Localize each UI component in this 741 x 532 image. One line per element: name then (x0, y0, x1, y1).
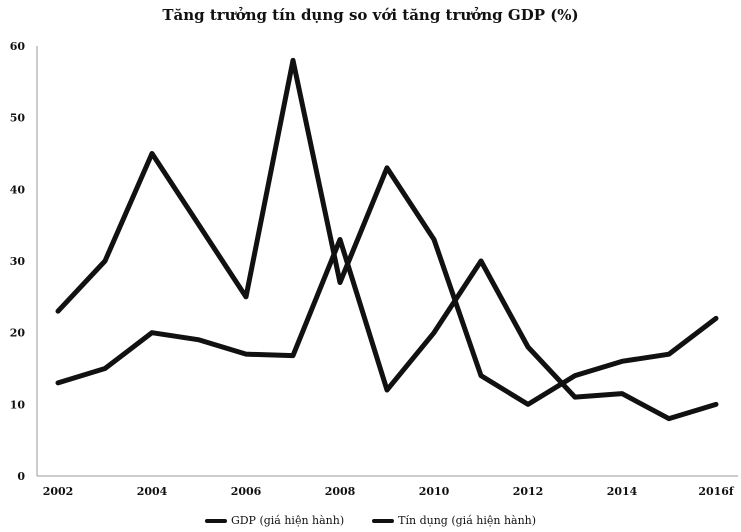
legend-swatch-credit (372, 518, 395, 523)
x-tick-label: 2012 (513, 485, 544, 498)
axes (36, 46, 738, 477)
y-tick-label: 0 (17, 470, 25, 483)
legend-item-credit: Tín dụng (giá hiện hành) (372, 514, 536, 527)
legend-swatch-gdp (204, 518, 227, 523)
chart-title: Tăng trưởng tín dụng so với tăng trưởng … (162, 6, 579, 24)
x-tick-label: 2006 (231, 485, 262, 498)
y-tick-label: 10 (10, 398, 26, 411)
series-line-credit (55, 57, 719, 407)
legend-label-gdp: GDP (giá hiện hành) (230, 514, 345, 527)
x-tick-label: 2014 (607, 485, 638, 498)
series-line-gdp (55, 237, 719, 422)
legend: GDP (giá hiện hành) Tín dụng (giá hiện h… (0, 514, 741, 527)
legend-label-credit: Tín dụng (giá hiện hành) (398, 514, 537, 527)
x-tick-label: 2010 (419, 485, 450, 498)
x-tick-label: 2008 (325, 485, 356, 498)
x-tick-label: 2016f (698, 485, 735, 498)
x-tick-label: 2002 (43, 485, 74, 498)
y-tick-label: 30 (10, 255, 26, 268)
tick-labels: 0 10 20 30 40 50 60 2002 2004 2006 2008 2010 2012 201… (10, 40, 735, 498)
y-tick-label: 50 (10, 112, 26, 125)
y-tick-label: 60 (10, 40, 26, 53)
legend-item-gdp: GDP (giá hiện hành) (204, 514, 345, 527)
y-tick-label: 20 (10, 327, 26, 340)
series-lines (55, 57, 719, 422)
y-tick-label: 40 (10, 183, 26, 196)
x-tick-label: 2004 (137, 485, 168, 498)
